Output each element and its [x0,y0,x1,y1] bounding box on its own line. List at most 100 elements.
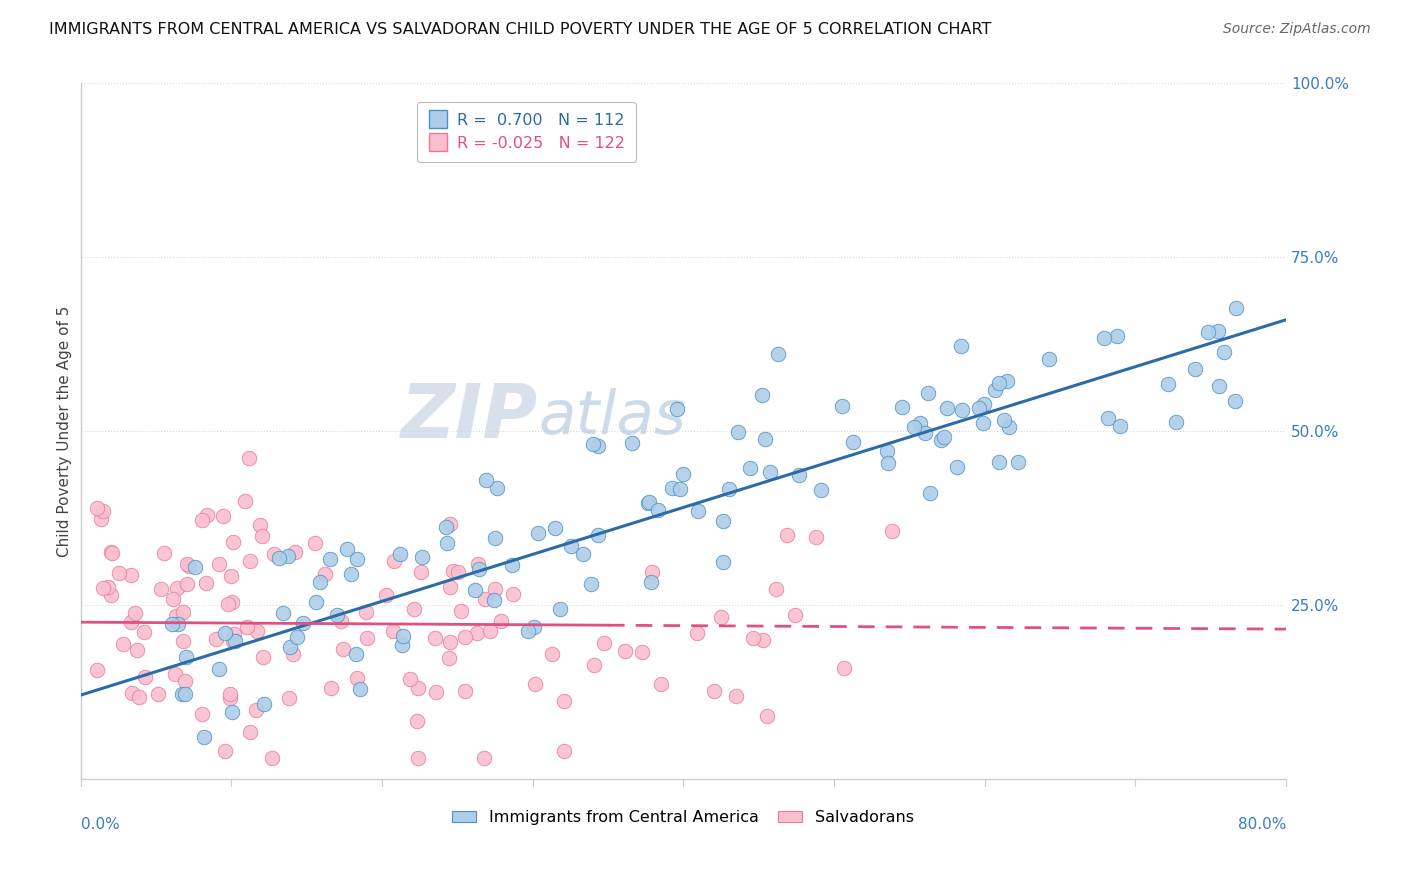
Point [252,529,274,543]
Point [454,683,477,698]
Point [831,400,853,414]
Point [998,419,1021,434]
Point [411,565,433,579]
Point [176,577,198,591]
Point [984,384,1007,398]
Point [472,750,495,764]
Point [972,417,994,431]
Point [572,547,595,561]
Point [740,461,762,475]
Point [219,687,242,701]
Point [582,436,605,450]
Point [346,552,368,566]
Point [647,503,669,517]
Point [671,467,693,481]
Point [661,481,683,495]
Point [221,595,243,609]
Point [375,588,398,602]
Point [174,649,197,664]
Point [524,677,547,691]
Point [172,633,194,648]
Point [877,456,900,470]
Point [1092,331,1115,345]
Point [392,629,415,643]
Point [917,386,939,401]
Point [1223,394,1246,409]
Text: Source: ZipAtlas.com: Source: ZipAtlas.com [1223,22,1371,37]
Point [637,496,659,510]
Point [224,634,246,648]
Point [614,644,637,658]
Point [550,602,572,616]
Point [540,647,562,661]
Point [405,714,427,728]
Y-axis label: Child Poverty Under the Age of 5: Child Poverty Under the Age of 5 [58,305,72,557]
Point [167,616,190,631]
Point [271,606,294,620]
Point [406,750,429,764]
Point [127,643,149,657]
Point [485,481,508,495]
Point [90,512,112,526]
Point [703,684,725,698]
Point [842,435,865,450]
Point [166,581,188,595]
Point [208,662,231,676]
Point [120,615,142,630]
Point [516,624,538,638]
Point [278,691,301,706]
Point [478,624,501,638]
Point [217,597,239,611]
Point [402,602,425,616]
Point [1097,411,1119,425]
Point [193,730,215,744]
Point [132,624,155,639]
Point [931,434,953,448]
Point [285,630,308,644]
Point [174,673,197,688]
Point [423,632,446,646]
Point [1038,351,1060,366]
Point [711,555,734,569]
Point [330,614,353,628]
Point [176,558,198,572]
Point [709,610,731,624]
Point [222,627,245,641]
Point [450,604,472,618]
Point [246,624,269,638]
Point [238,554,260,568]
Point [484,582,506,596]
Point [638,495,661,509]
Point [281,647,304,661]
Point [134,670,156,684]
Point [437,650,460,665]
Point [724,690,747,704]
Point [121,686,143,700]
Point [284,545,307,559]
Point [212,508,235,523]
Point [218,691,240,706]
Point [751,387,773,401]
Point [321,681,343,695]
Point [759,465,782,479]
Text: ZIP: ZIP [401,381,538,454]
Point [806,530,828,544]
Point [356,632,378,646]
Point [236,620,259,634]
Point [560,539,582,553]
Point [583,657,606,672]
Point [436,536,458,550]
Point [946,460,969,475]
Point [640,575,662,590]
Point [222,535,245,549]
Point [443,565,465,579]
Point [222,634,245,648]
Point [468,562,491,576]
Point [195,508,218,522]
Point [411,550,433,565]
Point [586,527,609,541]
Point [346,671,368,685]
Point [553,694,575,708]
Point [86,664,108,678]
Point [650,677,672,691]
